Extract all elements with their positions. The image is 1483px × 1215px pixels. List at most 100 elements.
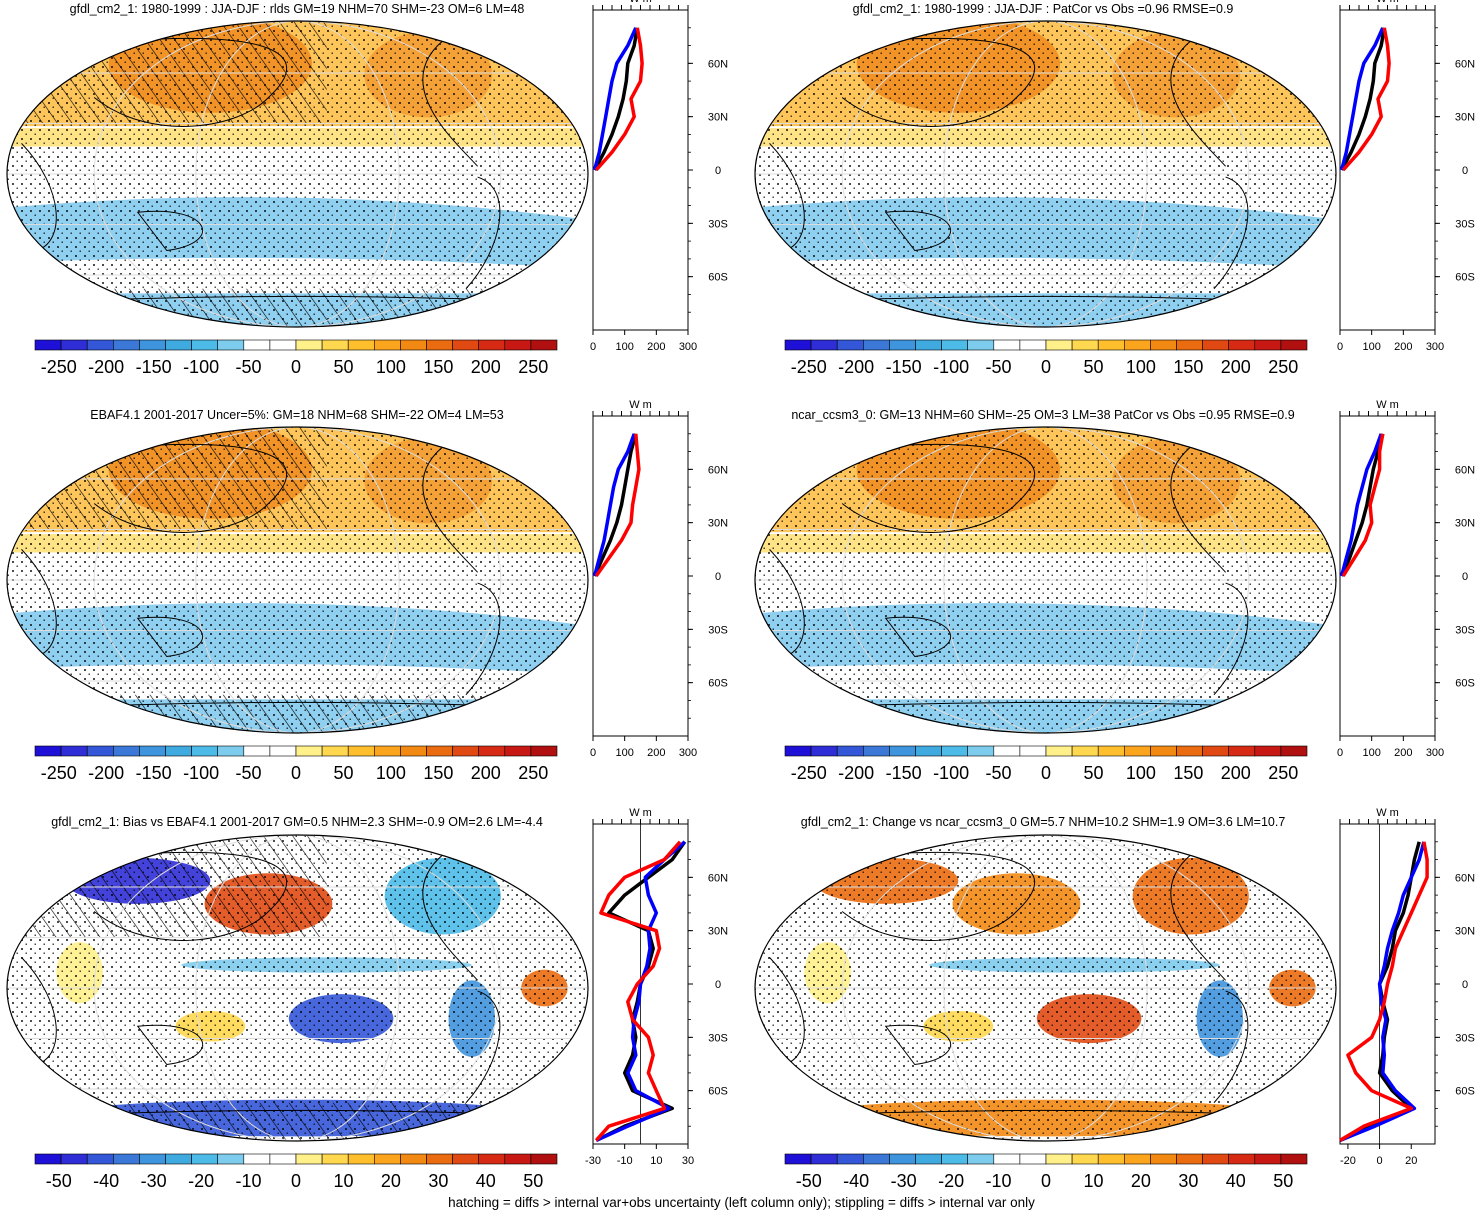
colorbar-swatch: [60, 339, 88, 351]
colorbar-tick-label: 20: [1131, 1171, 1151, 1191]
map-field: [755, 427, 1336, 733]
colorbar-swatch: [1045, 1153, 1073, 1165]
y-tick-label: 60S: [1455, 1086, 1475, 1098]
colorbar-swatch: [889, 1153, 916, 1165]
zonal-mean-series-red: [594, 27, 644, 172]
colorbar-swatch: [165, 745, 192, 757]
colorbar-swatch: [373, 1153, 401, 1165]
y-tick-label: 0: [1462, 165, 1468, 177]
graticule-meridian: [943, 835, 1148, 1141]
coastline: [841, 851, 1036, 941]
colorbar-tick-label: 10: [1083, 1171, 1103, 1191]
graticule-meridian: [841, 21, 1250, 327]
graticule-meridian: [195, 427, 400, 733]
colorbar-swatch: [784, 339, 812, 351]
x-tick-label: 300: [679, 747, 697, 759]
hatching-north: [7, 21, 327, 124]
colorbar-swatch: [889, 745, 916, 757]
y-tick-label: 60N: [1455, 58, 1475, 70]
graticule-meridian: [841, 835, 1250, 1141]
colorbar-swatch: [810, 1153, 838, 1165]
colorbar-swatch: [993, 745, 1021, 757]
colorbar-tick-label: 100: [376, 357, 406, 377]
colorbar-tick-label: -50: [796, 1171, 822, 1191]
colorbar-swatch: [1280, 745, 1308, 757]
colorbar-tick-label: -150: [136, 357, 172, 377]
colorbar-swatch: [34, 745, 62, 757]
zonal-mean-frame: [1339, 415, 1436, 737]
colorbar-tick-label: -200: [88, 357, 124, 377]
colorbar-swatch: [400, 1153, 427, 1165]
coastline: [769, 957, 805, 1065]
map-field: [7, 835, 588, 1141]
zonal-mean-series-blue: [1339, 841, 1426, 1143]
colorbar-tick-label: 50: [523, 1171, 543, 1191]
zonal-mean-unit-label: W m: [629, 399, 652, 411]
colorbar-tick-label: 100: [1126, 357, 1156, 377]
colorbar-swatch: [295, 745, 323, 757]
zonal-mean-unit-label: W m: [629, 807, 652, 819]
colorbar-swatch: [191, 745, 219, 757]
panel-title: gfdl_cm2_1: 1980-1999 : JJA-DJF : rlds G…: [70, 2, 525, 16]
colorbar-tick-label: 50: [333, 763, 353, 783]
x-tick-label: 0: [1337, 747, 1343, 759]
y-tick-label: 60S: [708, 678, 728, 690]
colorbar-tick-label: 50: [1083, 763, 1103, 783]
colorbar-tick-label: -150: [136, 763, 172, 783]
colorbar-swatch: [478, 745, 506, 757]
colorbar-swatch: [504, 1153, 532, 1165]
colorbar-swatch: [426, 339, 453, 351]
map-field: [755, 21, 1336, 327]
colorbar-swatch: [862, 339, 890, 351]
coastline: [93, 443, 288, 533]
colorbar-swatch: [321, 1153, 349, 1165]
colorbar-swatch: [269, 1153, 297, 1165]
coastline: [769, 143, 805, 251]
colorbar-swatch: [86, 1153, 114, 1165]
colorbar-swatch: [915, 1153, 942, 1165]
panel-title: gfdl_cm2_1: Change vs ncar_ccsm3_0 GM=5.…: [801, 815, 1286, 829]
colorbar-tick-label: 250: [518, 763, 548, 783]
colorbar-swatch: [530, 745, 558, 757]
colorbar-swatch: [915, 745, 942, 757]
coastline: [1170, 441, 1226, 573]
coastline: [1170, 35, 1226, 167]
x-tick-label: 10: [650, 1155, 662, 1167]
colorbar-swatch: [191, 1153, 219, 1165]
coastline: [1170, 849, 1226, 981]
colorbar-swatch: [889, 339, 916, 351]
colorbar-swatch: [836, 745, 864, 757]
y-tick-label: 30N: [1455, 926, 1475, 938]
graticule-meridian: [195, 21, 400, 327]
y-tick-label: 30N: [708, 112, 728, 124]
colorbar-tick-label: -250: [791, 357, 827, 377]
colorbar-swatch: [1019, 1153, 1047, 1165]
graticule-meridian: [93, 835, 502, 1141]
zonal-mean-series-model: [593, 27, 640, 171]
map-border: [754, 834, 1337, 1142]
colorbar-tick-label: -40: [93, 1171, 119, 1191]
y-tick-label: 30N: [708, 926, 728, 938]
colorbar-swatch: [967, 339, 995, 351]
panel-title: EBAF4.1 2001-2017 Uncer=5%: GM=18 NHM=68…: [90, 408, 503, 422]
colorbar-tick-label: 40: [1226, 1171, 1246, 1191]
colorbar-swatch: [347, 1153, 375, 1165]
panel-title: gfdl_cm2_1: Bias vs EBAF4.1 2001-2017 GM…: [51, 815, 543, 829]
colorbar-swatch: [295, 1153, 323, 1165]
colorbar-swatch: [993, 339, 1021, 351]
colorbar-swatch: [1097, 745, 1125, 757]
y-tick-label: 30N: [1455, 518, 1475, 530]
zonal-mean-series-red: [1341, 27, 1391, 172]
y-tick-label: 30S: [708, 1032, 728, 1044]
coastline: [465, 176, 501, 290]
colorbar-swatch: [1228, 339, 1256, 351]
colorbar-tick-label: -250: [41, 763, 77, 783]
colorbar-swatch: [941, 745, 968, 757]
colorbar-swatch: [426, 1153, 453, 1165]
colorbar-swatch: [810, 339, 838, 351]
colorbar-swatch: [941, 339, 968, 351]
panel-5: gfdl_cm2_1: Bias vs EBAF4.1 2001-2017 GM…: [6, 807, 728, 1191]
coastline: [422, 441, 478, 573]
zonal-mean-unit-label: W m: [629, 0, 652, 5]
colorbar-swatch: [217, 339, 245, 351]
